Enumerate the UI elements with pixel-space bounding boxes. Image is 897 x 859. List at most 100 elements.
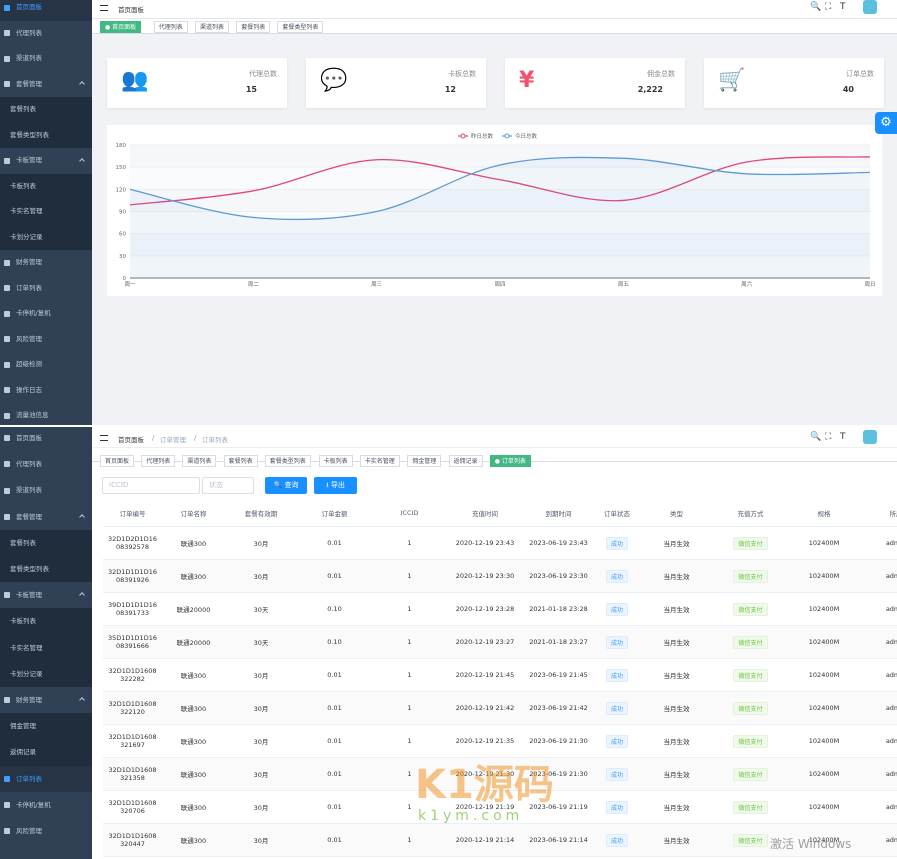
table-cell: 2023-06-19 21:45: [523, 659, 594, 692]
table-cell: admin: [860, 593, 897, 626]
tab[interactable]: 代理列表: [153, 21, 188, 33]
cell-text: 32D1D1D1608321697: [108, 733, 157, 749]
menu-item[interactable]: 渠道列表: [16, 54, 42, 62]
card-icon: ¥: [519, 68, 535, 93]
menu-item[interactable]: 卡划分记录: [0, 660, 92, 687]
menu-item[interactable]: 卡划分记录: [0, 224, 92, 250]
table-cell: 2023-06-19 23:30: [523, 560, 594, 593]
table-cell: 当月生效: [640, 725, 713, 758]
table-cell: 微信支付: [713, 791, 788, 824]
toolbar-icon[interactable]: ⛶: [825, 432, 832, 442]
menu-item[interactable]: 卡板列表: [0, 608, 92, 635]
toolbar-icon[interactable]: 🔍: [810, 2, 822, 12]
menu-item[interactable]: 卡板管理: [16, 156, 42, 164]
cell-text: 联通300: [180, 540, 207, 548]
column-header: 规格: [788, 500, 860, 527]
tab[interactable]: 渠道列表: [195, 21, 230, 33]
export-button[interactable]: ⭳ 导出: [314, 477, 357, 494]
menu-item[interactable]: 流量池信息: [16, 411, 49, 419]
menu-icon: [4, 81, 10, 88]
avatar[interactable]: [863, 430, 877, 444]
menu-item[interactable]: 风险管理: [16, 334, 42, 343]
tab[interactable]: 套餐类型列表: [277, 21, 324, 33]
menu-item[interactable]: 财务管理: [16, 258, 42, 266]
menu-item[interactable]: 套餐管理: [16, 512, 42, 521]
menu-item[interactable]: 代理列表: [16, 28, 42, 37]
tab[interactable]: 渠道列表: [182, 455, 217, 467]
breadcrumb: 订单列表: [202, 436, 228, 444]
cell-text: 1: [407, 704, 412, 712]
cell-text: 2020-12-19 21:30: [455, 770, 515, 778]
column-header: 到期时间: [523, 500, 594, 527]
table-cell: 102400M: [788, 824, 860, 857]
table-cell: 2023-06-19 21:19: [523, 791, 594, 824]
cell-text: 2023-06-19 21:30: [529, 770, 588, 778]
menu-icon: [4, 435, 10, 442]
menu-item[interactable]: 订单列表: [16, 283, 42, 292]
tab[interactable]: 套餐类型列表: [264, 455, 311, 467]
toolbar-icon[interactable]: T: [840, 2, 846, 12]
tab[interactable]: 代理列表: [141, 455, 176, 467]
menu-item[interactable]: 首页面板: [0, 0, 92, 21]
menu-item[interactable]: 卡实名管理: [0, 634, 92, 661]
tab[interactable]: 首页面板: [100, 455, 135, 467]
tab[interactable]: 佣金管理: [407, 455, 442, 467]
tab[interactable]: 卡实名管理: [359, 455, 400, 467]
menu-item[interactable]: 订单列表: [0, 765, 92, 792]
menu-item[interactable]: 财务管理: [16, 696, 42, 704]
menu-item[interactable]: 卡停机/复机: [16, 309, 51, 317]
menu-item[interactable]: 佣金管理: [0, 713, 92, 740]
menu-item[interactable]: 卡板管理: [16, 591, 42, 600]
menu-icon: [4, 697, 10, 704]
sidebar: 首页面板 代理列表 渠道列表 套餐管理 套餐列表 套餐类型列表 卡板管理 卡板列表 卡实名管理卡…: [0, 0, 92, 425]
iccid-input[interactable]: ICCID: [102, 477, 200, 494]
menu-item[interactable]: 套餐管理: [16, 79, 42, 88]
settings-button[interactable]: ⚙: [875, 112, 897, 134]
menu-icon: [4, 513, 10, 520]
toolbar-icon[interactable]: T: [840, 432, 846, 442]
menu-item[interactable]: 卡板列表: [0, 173, 92, 199]
tab[interactable]: 套餐列表: [236, 21, 271, 33]
table-cell: 1: [372, 824, 447, 857]
menu-item[interactable]: 卡停机/复机: [16, 800, 51, 809]
cell-text: 102400M: [808, 671, 840, 679]
tab[interactable]: 套餐列表: [223, 455, 258, 467]
menu-item[interactable]: 风险管理: [16, 827, 42, 835]
menu-item[interactable]: 操作日志: [16, 385, 42, 394]
cell-text: 联通300: [180, 771, 207, 779]
tab[interactable]: ● 订单列表: [489, 455, 531, 467]
avatar[interactable]: [863, 0, 877, 14]
toolbar-icon[interactable]: ⛶: [825, 2, 832, 12]
menu-item[interactable]: 返佣记录: [0, 739, 92, 766]
table-cell: 102400M: [788, 593, 860, 626]
menu-icon: [4, 30, 10, 37]
menu-item[interactable]: 超级检测: [16, 360, 42, 368]
menu-item[interactable]: 卡实名管理: [0, 199, 92, 225]
query-button[interactable]: 🔍 查询: [265, 477, 307, 494]
cell-text: 2023-06-19 23:43: [529, 539, 588, 547]
menu-item[interactable]: 代理列表: [16, 460, 42, 469]
table-cell: 1: [372, 527, 447, 560]
table-cell: 2020-12-19 21:30: [447, 758, 523, 791]
menu-item[interactable]: 套餐类型列表: [0, 122, 92, 148]
card-value: 40: [842, 85, 854, 94]
cell-text: 102400M: [808, 737, 840, 745]
table-cell: 2020-12-19 21:19: [447, 791, 523, 824]
status-select[interactable]: 状态: [202, 477, 254, 494]
menu-item[interactable]: 渠道列表: [16, 486, 42, 495]
table-cell: admin: [860, 527, 897, 560]
menu-item[interactable]: 首页面板: [16, 434, 42, 442]
table-cell: 102400M: [788, 791, 860, 824]
menu-item[interactable]: 套餐列表: [0, 97, 92, 123]
cell-text: 0.01: [327, 803, 342, 811]
table-cell: 2021-01-18 23:28: [523, 593, 594, 626]
tab[interactable]: 返佣记录: [448, 455, 483, 467]
table-cell: 0.01: [297, 758, 372, 791]
toolbar-icon[interactable]: 🔍: [810, 432, 822, 442]
table-cell: 30月: [225, 725, 297, 758]
tab[interactable]: 卡板列表: [318, 455, 353, 467]
cell-text: 1: [407, 803, 412, 811]
menu-item[interactable]: 套餐类型列表: [0, 556, 92, 583]
menu-item[interactable]: 套餐列表: [0, 529, 92, 556]
tab[interactable]: ● 首页面板: [100, 21, 142, 33]
